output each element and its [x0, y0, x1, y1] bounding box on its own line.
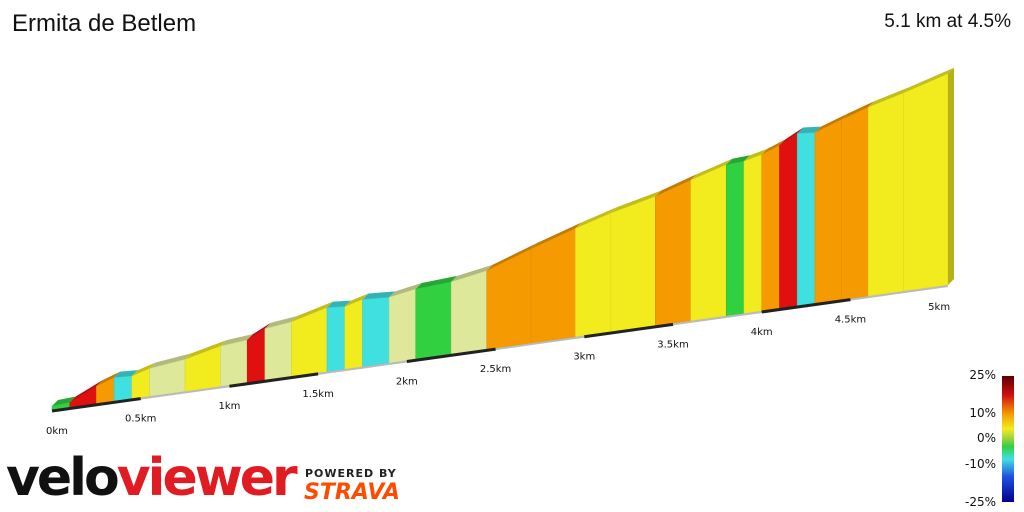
profile-segment — [690, 164, 727, 322]
profile-segment-top — [451, 264, 493, 282]
distance-tick-label: 2km — [396, 376, 418, 387]
profile-segment — [184, 345, 221, 392]
distance-tick-label: 3km — [573, 352, 595, 363]
veloviewer-logo: veloviewer — [6, 448, 298, 508]
profile-segment — [264, 321, 292, 381]
profile-segment — [450, 270, 487, 355]
profile-segment-top — [610, 190, 662, 214]
profile-segment-top — [814, 113, 848, 133]
profile-end-cap — [948, 67, 954, 285]
powered-by-label: POWERED BY — [305, 467, 397, 480]
profile-segments — [51, 67, 954, 411]
climb-summary: 5.1 km at 4.5% — [884, 11, 1011, 32]
gradient-scale-label: -10% — [965, 457, 996, 471]
profile-segment-top — [291, 301, 334, 322]
profile-segment-top — [903, 67, 954, 93]
profile-segment-top — [185, 340, 227, 360]
profile-segment — [344, 299, 363, 370]
distance-axis: 0km 0.5km 1km 1.5km 2km 2.5km 3km 3.5km 4km 4.5km… — [46, 285, 950, 437]
profile-segment — [654, 179, 691, 327]
profile-segment-top — [779, 127, 804, 146]
gradient-scale-label: 0% — [977, 431, 996, 445]
distance-tick-label: 4.5km — [835, 315, 866, 326]
profile-segment-top — [114, 370, 138, 378]
profile-segment — [326, 306, 346, 372]
gradient-scale-bar — [1002, 376, 1014, 502]
profile-segment-top — [797, 126, 821, 134]
profile-segment — [743, 154, 762, 314]
profile-segment-top — [264, 315, 298, 329]
profile-segment-top — [96, 371, 121, 387]
profile-segment — [575, 212, 612, 338]
distance-tick-label: 3.5km — [657, 339, 688, 350]
profile-segment-top — [220, 334, 254, 347]
distance-tick-label: 2.5km — [480, 364, 511, 375]
distance-axis-band — [229, 372, 319, 388]
profile-segment — [761, 144, 780, 312]
profile-segment — [610, 196, 656, 333]
distance-tick-label: 4km — [751, 327, 773, 338]
profile-segment — [725, 160, 745, 317]
profile-segment — [903, 73, 949, 292]
distance-axis-band — [406, 347, 496, 363]
distance-tick-label: 0km — [46, 426, 68, 437]
gradient-scale-label: 25% — [969, 368, 996, 382]
distance-tick-label: 1.5km — [302, 389, 333, 400]
profile-segment-top — [761, 139, 786, 155]
profile-segment-top — [344, 293, 369, 307]
profile-segment-top — [52, 396, 76, 406]
profile-segment-top — [743, 148, 768, 162]
distance-axis-band — [584, 322, 674, 339]
chart-title: Ermita de Betlem — [12, 10, 197, 37]
profile-segment-top — [69, 380, 103, 403]
profile-segment — [841, 106, 869, 301]
profile-segment-top — [726, 155, 750, 165]
profile-segment-top — [868, 86, 910, 108]
profile-segment-top — [531, 222, 582, 249]
profile-segment — [779, 133, 798, 309]
gradient-scale: 25% 10% 0% -10% -25% — [965, 368, 1014, 509]
profile-segment — [486, 248, 532, 350]
distance-axis-band — [761, 298, 851, 314]
profile-segment — [814, 119, 842, 304]
profile-segment-top — [389, 282, 422, 298]
profile-segment — [796, 132, 816, 307]
distance-tick-label: 1km — [218, 401, 240, 412]
gradient-scale-label: 10% — [969, 406, 996, 420]
distance-axis-band — [51, 397, 141, 413]
profile-segment — [362, 297, 390, 367]
strava-logo: STRAVA — [304, 480, 400, 505]
profile-segment — [220, 339, 248, 387]
profile-segment-top — [575, 207, 617, 229]
distance-tick-label: 5km — [928, 302, 950, 313]
profile-segment-top — [486, 242, 538, 271]
profile-segment — [415, 281, 452, 360]
profile-segment — [867, 92, 904, 297]
profile-segment-top — [655, 174, 697, 197]
profile-segment-top — [131, 362, 156, 377]
distance-tick-label: 0.5km — [125, 414, 156, 425]
profile-segment-top — [247, 322, 271, 341]
profile-segment-top — [415, 275, 458, 289]
gradient-scale-label: -25% — [965, 495, 996, 509]
profile-segment-top — [327, 300, 351, 308]
profile-segment-top — [841, 101, 875, 120]
profile-segment — [113, 375, 133, 402]
profile-segment — [530, 228, 576, 344]
profile-segment — [388, 288, 416, 364]
profile-segment-top — [149, 353, 192, 369]
profile-segment-top — [690, 158, 733, 181]
